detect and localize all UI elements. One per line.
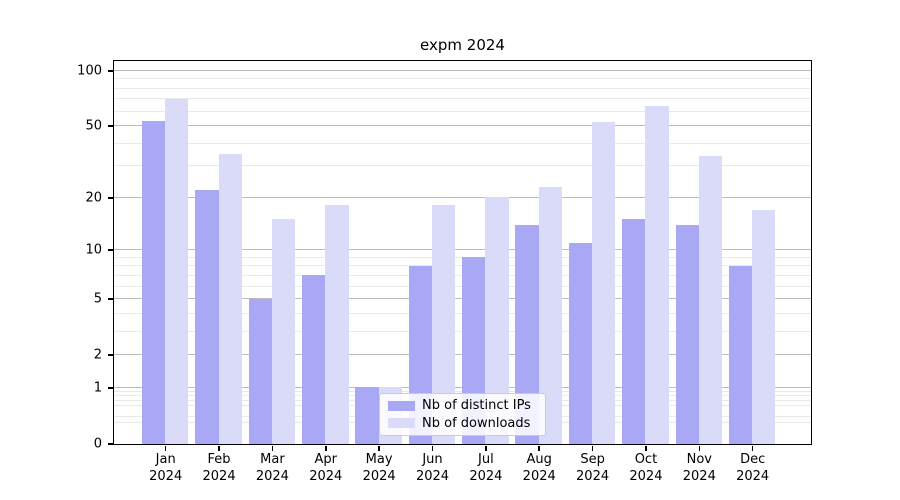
x-tick-label: Jun 2024 <box>415 452 450 484</box>
x-tick-label: Nov 2024 <box>682 452 716 484</box>
gridline-minor <box>113 256 811 258</box>
x-tick-mark <box>698 445 701 451</box>
x-tick-label: Jan 2024 <box>149 452 183 484</box>
x-tick-label: Sep 2024 <box>576 452 610 484</box>
gridline-minor <box>113 87 811 89</box>
bar-downloads <box>325 205 349 444</box>
gridline-minor <box>113 274 811 276</box>
bar-downloads <box>698 155 723 444</box>
bar-downloads <box>271 219 296 444</box>
y-tick-mark <box>107 125 113 127</box>
legend-swatch-downloads <box>388 418 415 429</box>
x-tick-mark <box>325 445 327 451</box>
gridline-minor <box>113 312 811 314</box>
bar-downloads <box>592 122 616 444</box>
legend-item-downloads: Nb of downloads <box>380 416 545 431</box>
y-tick-label: 0 <box>93 436 102 452</box>
legend-item-distinct-ips: Nb of distinct IPs <box>380 398 545 413</box>
gridline-minor <box>113 285 811 287</box>
bar-downloads <box>645 105 669 444</box>
x-tick-label: Jul 2024 <box>469 452 503 484</box>
x-tick-mark <box>378 445 380 451</box>
legend-swatch-distinct-ips <box>388 400 415 411</box>
gridline-major <box>113 196 811 198</box>
bar-distinct-ips <box>568 242 593 444</box>
gridline-minor <box>113 165 811 167</box>
x-tick-label: Mar 2024 <box>255 452 289 484</box>
y-tick-mark <box>107 70 113 72</box>
bar-distinct-ips <box>515 224 539 444</box>
y-tick-label: 10 <box>85 242 102 258</box>
gridline-minor <box>113 391 811 393</box>
x-tick-label: Feb 2024 <box>202 452 236 484</box>
y-tick-label: 50 <box>85 118 102 134</box>
gridline-major <box>113 386 811 388</box>
x-tick-mark <box>751 445 754 451</box>
bar-distinct-ips <box>301 275 326 444</box>
x-tick-label: May 2024 <box>362 452 396 484</box>
bar-downloads <box>165 98 189 444</box>
bar-distinct-ips <box>248 298 272 444</box>
y-tick-label: 100 <box>77 63 102 79</box>
bar-distinct-ips <box>728 265 753 444</box>
gridline-major <box>113 249 811 251</box>
x-tick-mark <box>591 445 594 451</box>
gridline-major <box>113 298 811 300</box>
y-tick-mark <box>107 249 113 251</box>
gridline-minor <box>113 330 811 332</box>
y-tick-label: 5 <box>93 291 102 307</box>
x-tick-mark <box>431 445 434 451</box>
x-tick-label: Apr 2024 <box>309 452 343 484</box>
gridline-minor <box>113 110 811 112</box>
legend-label-downloads: Nb of downloads <box>422 415 531 431</box>
gridline-minor <box>113 78 811 80</box>
x-tick-label: Oct 2024 <box>629 452 663 484</box>
y-tick-mark <box>107 197 113 199</box>
x-tick-label: Aug 2024 <box>522 452 556 484</box>
y-tick-mark <box>107 354 113 356</box>
y-tick-label: 1 <box>93 380 102 396</box>
x-tick-label: Dec 2024 <box>736 452 770 484</box>
x-tick-mark <box>218 445 220 451</box>
gridline-minor <box>113 265 811 267</box>
bar-distinct-ips <box>355 387 379 444</box>
y-tick-mark <box>107 298 113 300</box>
y-tick-label: 2 <box>93 347 102 363</box>
bar-downloads <box>218 153 242 444</box>
legend: Nb of distinct IPs Nb of downloads <box>379 393 546 436</box>
bar-distinct-ips <box>195 189 219 444</box>
gridline-major <box>113 69 811 71</box>
x-tick-mark <box>538 445 540 451</box>
y-tick-label: 20 <box>85 190 102 206</box>
x-tick-mark <box>485 445 487 451</box>
bar-downloads <box>752 209 776 444</box>
x-tick-mark <box>164 445 167 451</box>
chart-title: expm 2024 <box>420 36 505 54</box>
bar-downloads <box>485 197 509 444</box>
gridline-major <box>113 354 811 356</box>
bar-distinct-ips <box>141 120 166 444</box>
legend-label-distinct-ips: Nb of distinct IPs <box>422 398 531 414</box>
bar-downloads <box>432 205 456 444</box>
plot-area <box>112 59 812 445</box>
bar-distinct-ips <box>622 219 646 444</box>
gridline-minor <box>113 98 811 100</box>
bar-distinct-ips <box>675 224 699 444</box>
gridline-minor <box>113 142 811 144</box>
y-tick-mark <box>107 443 113 445</box>
x-tick-mark <box>271 445 274 451</box>
gridline-major <box>113 125 811 127</box>
x-tick-mark <box>645 445 647 451</box>
bar-downloads <box>538 186 563 444</box>
y-tick-mark <box>107 387 113 389</box>
